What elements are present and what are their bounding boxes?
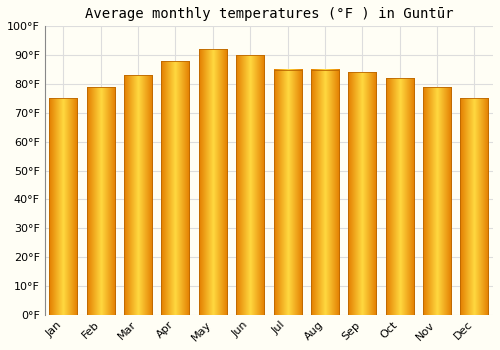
Bar	[348, 72, 376, 315]
Bar	[124, 75, 152, 315]
Bar	[423, 87, 451, 315]
Bar	[460, 98, 488, 315]
Bar	[236, 55, 264, 315]
Bar	[386, 78, 413, 315]
Bar	[423, 87, 451, 315]
Title: Average monthly temperatures (°F ) in Guntūr: Average monthly temperatures (°F ) in Gu…	[84, 7, 453, 21]
Bar	[86, 87, 115, 315]
Bar	[274, 70, 301, 315]
Bar	[86, 87, 115, 315]
Bar	[162, 61, 190, 315]
Bar	[199, 49, 227, 315]
Bar	[236, 55, 264, 315]
Bar	[274, 70, 301, 315]
Bar	[50, 98, 78, 315]
Bar	[162, 61, 190, 315]
Bar	[311, 70, 339, 315]
Bar	[50, 98, 78, 315]
Bar	[460, 98, 488, 315]
Bar	[386, 78, 413, 315]
Bar	[199, 49, 227, 315]
Bar	[311, 70, 339, 315]
Bar	[124, 75, 152, 315]
Bar	[348, 72, 376, 315]
